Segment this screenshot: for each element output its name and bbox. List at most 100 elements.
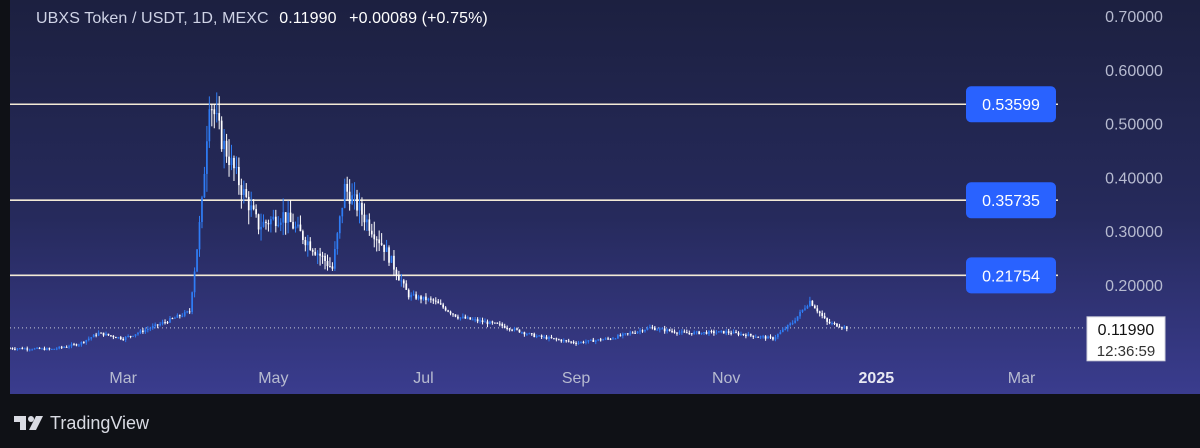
candle-body bbox=[653, 327, 656, 331]
candle-body bbox=[255, 209, 257, 215]
candle-body bbox=[703, 332, 705, 334]
candle-body bbox=[154, 324, 157, 327]
candle-body bbox=[661, 328, 664, 330]
candle-body bbox=[356, 194, 358, 211]
candle-body bbox=[358, 202, 361, 211]
candle-body bbox=[644, 329, 646, 332]
candle-body bbox=[215, 113, 218, 115]
candle-body bbox=[676, 332, 678, 334]
candle-body bbox=[506, 327, 509, 329]
candle-body bbox=[127, 335, 129, 337]
candle-body bbox=[730, 332, 732, 334]
candle-body bbox=[319, 253, 321, 256]
candle-body bbox=[21, 348, 24, 350]
candle-body bbox=[412, 294, 415, 296]
candle-body bbox=[816, 308, 819, 312]
candle-body bbox=[114, 337, 117, 339]
candle-body bbox=[434, 300, 437, 302]
candle-body bbox=[656, 329, 659, 331]
candle-body bbox=[415, 294, 417, 299]
candle-body bbox=[742, 333, 745, 335]
candle-body bbox=[336, 233, 339, 250]
candle-body bbox=[457, 316, 459, 319]
candle-body bbox=[690, 333, 693, 335]
candle-body bbox=[338, 216, 341, 234]
chart-panel[interactable]: 0.53599 0.35735 0.21754 0.70000 0.60000 0.500… bbox=[10, 0, 1200, 394]
candle-body bbox=[383, 244, 385, 252]
candle-body bbox=[346, 183, 349, 192]
candle-body bbox=[398, 275, 400, 281]
candle-body bbox=[368, 219, 371, 231]
candle-body bbox=[178, 315, 181, 317]
candle-body bbox=[735, 331, 737, 333]
candle-body bbox=[831, 323, 833, 325]
candle-body bbox=[159, 323, 161, 326]
candle-body bbox=[38, 347, 41, 349]
candle-body bbox=[75, 344, 78, 346]
candle-body bbox=[597, 339, 600, 341]
candle-body bbox=[331, 266, 334, 269]
x-tick-label: May bbox=[258, 370, 288, 387]
candle-body bbox=[388, 247, 390, 263]
candle-body bbox=[624, 333, 627, 335]
candle-body bbox=[252, 205, 255, 210]
candle-body bbox=[267, 223, 270, 225]
candle-body bbox=[587, 340, 590, 342]
candle-body bbox=[432, 299, 435, 301]
candle-body bbox=[545, 336, 548, 339]
candle-body bbox=[134, 334, 137, 336]
candle-body bbox=[454, 314, 457, 317]
candle-body bbox=[407, 289, 410, 298]
tradingview-attribution[interactable]: TradingView bbox=[14, 412, 149, 434]
candle-body bbox=[560, 339, 563, 342]
candle-body bbox=[245, 189, 248, 197]
candle-body bbox=[710, 331, 713, 333]
candle-body bbox=[427, 298, 430, 301]
candle-body bbox=[668, 329, 671, 331]
candle-body bbox=[284, 212, 287, 223]
candle-body bbox=[370, 230, 373, 235]
candle-body bbox=[129, 335, 132, 337]
candle-body bbox=[614, 338, 617, 340]
candle-body bbox=[78, 344, 80, 346]
candle-body bbox=[774, 337, 777, 340]
candle-body bbox=[50, 348, 53, 350]
candle-body bbox=[36, 347, 38, 349]
candle-body bbox=[791, 322, 794, 324]
candle-body bbox=[801, 309, 804, 312]
symbol-title: UBXS Token / USDT, 1D, MEXC bbox=[36, 10, 269, 27]
candle-body bbox=[378, 239, 381, 244]
candle-body bbox=[100, 332, 102, 334]
candle-body bbox=[476, 319, 479, 322]
candle-body bbox=[46, 348, 48, 350]
candle-body bbox=[471, 319, 474, 321]
candle-body bbox=[452, 313, 454, 315]
price-chart[interactable]: 0.53599 0.35735 0.21754 0.70000 0.60000 0.500… bbox=[10, 0, 1200, 394]
candle-body bbox=[16, 348, 19, 350]
candle-body bbox=[516, 328, 518, 330]
candle-body bbox=[166, 322, 169, 324]
candle-body bbox=[727, 331, 730, 333]
candle-body bbox=[678, 332, 681, 334]
candle-body bbox=[174, 317, 176, 319]
candle-body bbox=[767, 336, 769, 339]
candle-body bbox=[821, 313, 824, 316]
candle-body bbox=[538, 335, 541, 337]
candle-body bbox=[764, 336, 767, 339]
candle-body bbox=[297, 224, 299, 227]
candle-body bbox=[484, 321, 486, 323]
candle-body bbox=[329, 266, 331, 268]
candle-body bbox=[321, 255, 324, 257]
candle-body bbox=[496, 322, 499, 324]
candle-body bbox=[156, 324, 159, 326]
candle-body bbox=[262, 221, 265, 227]
candle-body bbox=[240, 185, 243, 195]
candle-body bbox=[282, 212, 285, 223]
candle-body bbox=[548, 337, 550, 339]
candle-body bbox=[142, 330, 144, 332]
candle-body bbox=[48, 348, 51, 350]
candle-body bbox=[666, 329, 668, 332]
candle-body bbox=[705, 332, 708, 334]
candle-body bbox=[464, 316, 467, 319]
candle-body bbox=[725, 331, 728, 334]
